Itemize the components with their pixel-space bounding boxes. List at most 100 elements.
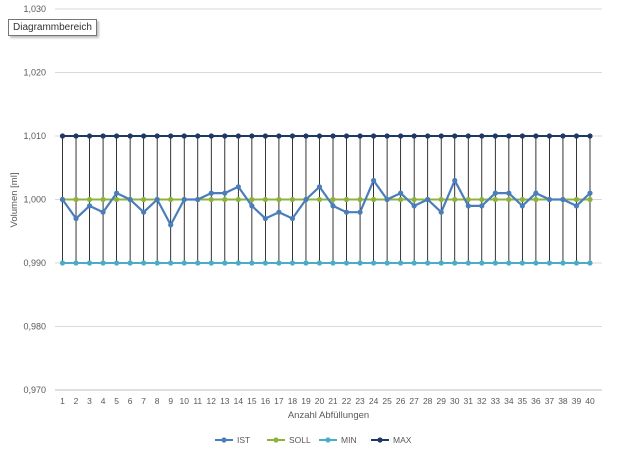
data-point-min[interactable] <box>208 260 214 266</box>
data-point-max[interactable] <box>262 133 268 139</box>
data-point-max[interactable] <box>73 133 79 139</box>
data-point-ist[interactable] <box>343 209 350 215</box>
data-point-max[interactable] <box>127 133 133 139</box>
data-point-ist[interactable] <box>249 203 255 209</box>
data-point-soll[interactable] <box>452 196 458 203</box>
data-point-ist[interactable] <box>100 209 106 215</box>
data-point-min[interactable] <box>249 260 255 266</box>
data-point-max[interactable] <box>465 133 471 139</box>
data-point-min[interactable] <box>560 260 566 266</box>
data-point-max[interactable] <box>587 133 593 139</box>
data-point-ist[interactable] <box>519 203 525 209</box>
data-point-ist[interactable] <box>195 196 201 203</box>
data-point-soll[interactable] <box>370 196 377 203</box>
data-point-ist[interactable] <box>411 203 417 209</box>
data-point-ist[interactable] <box>330 203 336 209</box>
data-point-min[interactable] <box>316 260 323 266</box>
data-point-min[interactable] <box>222 260 228 266</box>
data-point-max[interactable] <box>492 133 498 139</box>
data-point-soll[interactable] <box>438 196 444 203</box>
data-point-min[interactable] <box>370 260 377 266</box>
data-point-soll[interactable] <box>222 196 228 203</box>
data-point-ist[interactable] <box>181 196 187 203</box>
data-point-max[interactable] <box>479 133 485 139</box>
data-point-max[interactable] <box>222 133 228 139</box>
data-point-soll[interactable] <box>100 196 106 203</box>
data-point-max[interactable] <box>141 133 147 139</box>
data-point-min[interactable] <box>59 260 66 266</box>
data-point-ist[interactable] <box>114 190 120 196</box>
data-point-min[interactable] <box>235 260 241 266</box>
data-point-soll[interactable] <box>506 196 512 203</box>
data-point-min[interactable] <box>262 260 268 266</box>
data-point-ist[interactable] <box>479 203 485 209</box>
data-point-soll[interactable] <box>208 196 214 203</box>
data-point-max[interactable] <box>384 133 390 139</box>
data-point-ist[interactable] <box>384 196 390 203</box>
data-point-soll[interactable] <box>479 196 485 203</box>
data-point-soll[interactable] <box>533 196 539 203</box>
data-point-max[interactable] <box>452 133 458 139</box>
data-point-max[interactable] <box>438 133 444 139</box>
data-point-ist[interactable] <box>452 177 458 184</box>
data-point-soll[interactable] <box>262 196 268 203</box>
data-point-min[interactable] <box>438 260 444 266</box>
data-point-min[interactable] <box>114 260 120 266</box>
data-point-ist[interactable] <box>235 184 241 190</box>
data-point-min[interactable] <box>546 260 553 266</box>
data-point-max[interactable] <box>343 133 350 139</box>
data-point-max[interactable] <box>398 133 404 139</box>
data-point-min[interactable] <box>343 260 350 266</box>
data-point-ist[interactable] <box>141 209 147 215</box>
data-point-ist[interactable] <box>546 196 553 203</box>
data-point-min[interactable] <box>127 260 133 266</box>
data-point-ist[interactable] <box>86 203 93 209</box>
data-point-soll[interactable] <box>276 196 282 203</box>
data-point-min[interactable] <box>141 260 147 266</box>
data-point-ist[interactable] <box>127 196 133 203</box>
data-point-ist[interactable] <box>492 190 498 196</box>
data-point-min[interactable] <box>100 260 106 266</box>
data-point-max[interactable] <box>330 133 336 139</box>
data-point-ist[interactable] <box>208 190 214 196</box>
data-point-min[interactable] <box>168 260 174 266</box>
data-point-ist[interactable] <box>303 196 309 203</box>
data-point-soll[interactable] <box>330 196 336 203</box>
data-point-soll[interactable] <box>587 196 593 203</box>
data-point-ist[interactable] <box>370 177 377 184</box>
data-point-min[interactable] <box>465 260 471 266</box>
data-point-ist[interactable] <box>276 209 282 215</box>
data-point-max[interactable] <box>506 133 512 139</box>
data-point-min[interactable] <box>303 260 309 266</box>
data-point-max[interactable] <box>114 133 120 139</box>
data-point-soll[interactable] <box>141 196 147 203</box>
data-point-max[interactable] <box>357 133 363 139</box>
data-point-max[interactable] <box>316 133 323 139</box>
data-point-max[interactable] <box>289 133 296 139</box>
data-point-soll[interactable] <box>343 196 350 203</box>
data-point-min[interactable] <box>452 260 458 266</box>
data-point-min[interactable] <box>587 260 593 266</box>
data-point-soll[interactable] <box>573 196 580 203</box>
data-point-min[interactable] <box>73 260 79 266</box>
data-point-ist[interactable] <box>465 203 471 209</box>
data-point-ist[interactable] <box>154 196 160 203</box>
data-point-max[interactable] <box>533 133 539 139</box>
data-point-soll[interactable] <box>73 196 79 203</box>
data-point-max[interactable] <box>276 133 282 139</box>
data-point-ist[interactable] <box>438 209 444 215</box>
data-point-max[interactable] <box>59 133 66 139</box>
data-point-ist[interactable] <box>425 196 431 203</box>
data-point-max[interactable] <box>546 133 553 139</box>
data-point-max[interactable] <box>411 133 417 139</box>
data-point-max[interactable] <box>208 133 214 139</box>
data-point-max[interactable] <box>235 133 241 139</box>
data-point-ist[interactable] <box>533 190 539 196</box>
data-point-min[interactable] <box>276 260 282 266</box>
data-point-max[interactable] <box>519 133 525 139</box>
data-point-max[interactable] <box>303 133 309 139</box>
data-point-soll[interactable] <box>235 196 241 203</box>
data-point-min[interactable] <box>86 260 93 266</box>
data-point-min[interactable] <box>330 260 336 266</box>
